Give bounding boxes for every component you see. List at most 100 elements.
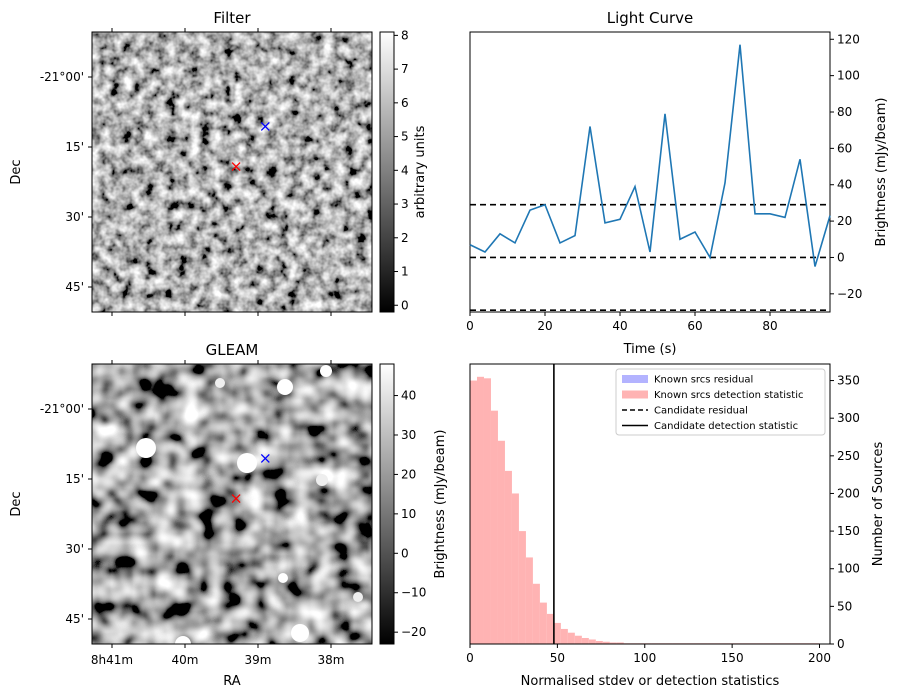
histogram-bar: [504, 470, 512, 644]
filter-image: [92, 32, 372, 312]
gleam-source: [278, 573, 288, 583]
gleam-xlabel: RA: [223, 674, 241, 689]
histogram-bar: [616, 642, 624, 644]
histogram-panel: 0 50 100 150 200 0 50 100 150 200 250 300 350 Norma…: [433, 363, 886, 689]
filter-ytick-label: 15': [65, 140, 84, 154]
gleam-source: [237, 453, 257, 473]
histogram-legend-frame: [615, 368, 826, 436]
filter-colorbar-tick-label: 6: [401, 96, 409, 110]
histogram-bar: [553, 622, 561, 644]
filter-title: Filter: [213, 9, 251, 27]
lightcurve-ytick-label: 80: [837, 105, 852, 119]
histogram-bar: [525, 557, 533, 644]
lightcurve-panel: Light Curve 0 20 40 60 80 −20 0 20 40 60 80 100 120…: [466, 9, 889, 357]
histogram-bar: [560, 628, 568, 644]
gleam-source: [215, 378, 225, 388]
lightcurve-xtick-label: 20: [537, 319, 552, 333]
legend-entry-label: Known srcs residual: [654, 375, 753, 386]
lightcurve-ytick-label: 40: [837, 178, 852, 192]
histogram-bar: [581, 637, 589, 644]
histogram-xtick-label: 100: [633, 651, 656, 665]
histogram-ytick-label: 350: [837, 374, 860, 388]
histogram-bar: [476, 376, 484, 644]
histogram-bar: [609, 642, 617, 644]
gleam-source: [353, 592, 363, 602]
gleam-source: [277, 379, 293, 395]
histogram-ylabel-right: Number of Sources: [871, 442, 886, 567]
gleam-colorbar-tick-label: 40: [401, 389, 416, 403]
filter-ytick-label: 30': [65, 210, 84, 224]
histogram-bar: [497, 440, 505, 644]
legend-entry-label: Candidate detection statistic: [654, 421, 798, 432]
gleam-ylabel: Dec: [9, 491, 24, 516]
gleam-colorbar-tick-label: 20: [401, 467, 416, 481]
histogram-ylabel-left: Brightness (mJy/beam): [433, 430, 448, 579]
gleam-xtick-label: 8h41m: [91, 653, 133, 667]
legend-swatch: [622, 390, 648, 399]
lightcurve-ylabel: Brightness (mJy/beam): [874, 98, 889, 247]
legend-entry-label: Known srcs detection statistic: [654, 390, 803, 401]
filter-colorbar-tick-label: 0: [401, 298, 409, 312]
filter-colorbar: [379, 31, 395, 313]
gleam-blue-cross: [260, 454, 270, 463]
filter-ytick-label: 45': [65, 280, 84, 294]
filter-colorbar-tick-label: 2: [401, 231, 409, 245]
gleam-source: [320, 365, 332, 377]
gleam-image: [92, 364, 372, 644]
histogram-xlabel: Normalised stdev or detection statistics: [521, 674, 780, 689]
gleam-colorbar-tick-label: −10: [401, 586, 426, 600]
gleam-colorbar: [379, 363, 395, 645]
gleam-ytick-label: 45': [65, 612, 84, 626]
lightcurve-ytick-label: 120: [837, 32, 860, 46]
histogram-bar: [546, 613, 554, 644]
lightcurve-ytick-label: 100: [837, 69, 860, 83]
filter-colorbar-tick-label: 1: [401, 265, 409, 279]
histogram-ytick-label: 300: [837, 411, 860, 425]
histogram-legend: Known srcs residual Known srcs detection …: [615, 368, 826, 436]
gleam-colorbar-tick-label: 0: [401, 546, 409, 560]
gleam-source: [136, 438, 156, 458]
histogram-xtick-label: 0: [466, 651, 474, 665]
histogram-bar: [595, 640, 603, 644]
histogram-bar: [532, 583, 540, 644]
histogram-ytick-label: 200: [837, 486, 860, 500]
gleam-xtick-label: 40m: [172, 653, 199, 667]
histogram-xtick-label: 50: [550, 651, 565, 665]
legend-entry-label: Candidate residual: [654, 406, 748, 417]
lightcurve-series-line: [469, 44, 831, 267]
lightcurve-xtick-label: 0: [466, 319, 474, 333]
gleam-title: GLEAM: [206, 341, 259, 359]
histogram-bar: [539, 602, 547, 644]
gleam-red-cross: [231, 494, 241, 504]
gleam-source: [316, 474, 328, 486]
legend-swatch: [622, 375, 648, 383]
lightcurve-ytick-label: 0: [837, 250, 845, 264]
filter-panel: Filter -21°00' 15' 30' 45' Dec 0 1 2 3 4 5 6 7 8 ar…: [9, 9, 428, 316]
histogram-xtick-label: 200: [808, 651, 831, 665]
gleam-ytick-label: 15': [65, 472, 84, 486]
histogram-ytick-label: 100: [837, 562, 860, 576]
filter-colorbar-tick-label: 8: [401, 28, 409, 42]
filter-colorbar-label: arbitrary units: [413, 125, 428, 218]
histogram-bar: [511, 493, 519, 644]
histogram-xtick-label: 150: [721, 651, 744, 665]
gleam-colorbar-tick-label: 30: [401, 428, 416, 442]
filter-blue-cross: [260, 122, 270, 131]
gleam-colorbar-tick-label: −20: [401, 625, 426, 639]
histogram-bar: [483, 378, 491, 644]
gleam-ytick-label: 30': [65, 542, 84, 556]
histogram-bar: [574, 635, 582, 644]
histogram-ytick-label: 250: [837, 449, 860, 463]
gleam-source: [291, 624, 309, 642]
lightcurve-xtick-label: 40: [612, 319, 627, 333]
histogram-bar: [602, 641, 610, 644]
histogram-bar: [518, 531, 526, 644]
gleam-ytick-label: -21°00': [40, 402, 84, 416]
lightcurve-xtick-label: 60: [687, 319, 702, 333]
gleam-xtick-label: 39m: [245, 653, 272, 667]
lightcurve-xtick-label: 80: [762, 319, 777, 333]
histogram-bar: [470, 380, 477, 644]
histogram-bar: [588, 639, 596, 644]
histogram-ytick-label: 150: [837, 524, 860, 538]
